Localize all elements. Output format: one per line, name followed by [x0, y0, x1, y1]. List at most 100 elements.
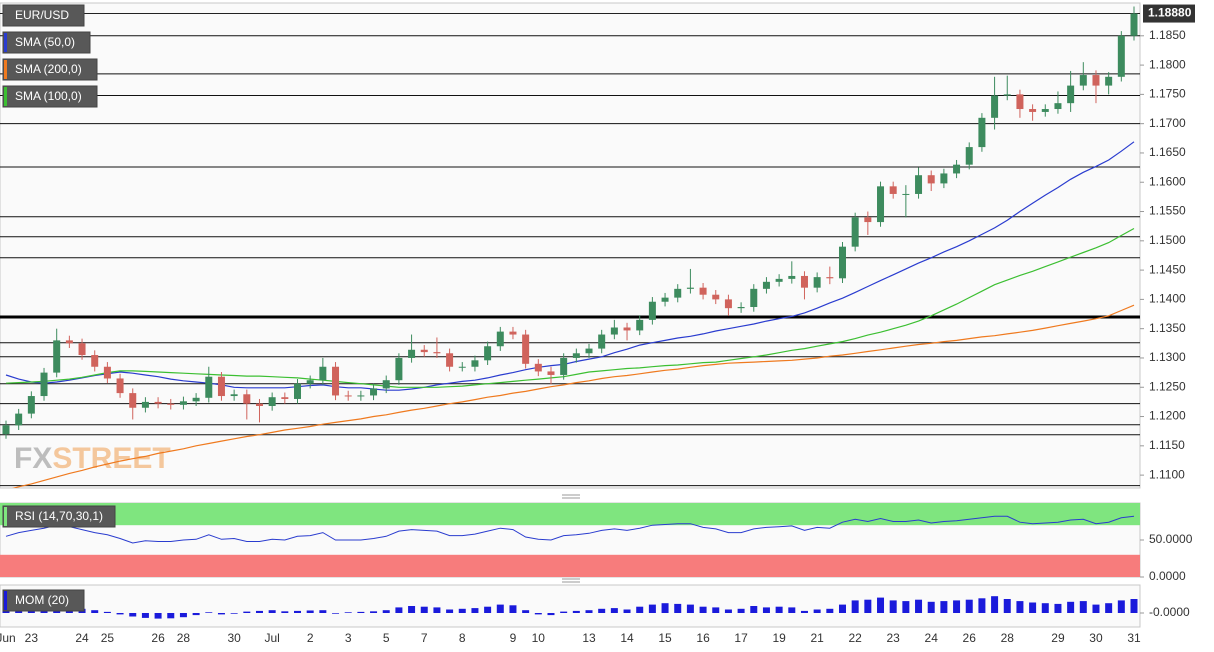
y-tick-label: 1.1250 — [1149, 379, 1186, 393]
candle-body — [636, 319, 644, 331]
candle-body — [775, 278, 783, 282]
candle-body — [281, 397, 289, 399]
candle-body — [205, 376, 213, 398]
candle-body — [306, 380, 314, 384]
legend-label-swatch — [4, 33, 7, 52]
candle-body — [53, 340, 61, 373]
candle-body — [788, 275, 796, 279]
candle-body — [902, 193, 910, 195]
indicator-bar — [370, 611, 378, 613]
legend-label-box — [2, 58, 98, 81]
x-tick-label: 24 — [925, 631, 939, 645]
last-price-label: 1.18880 — [1148, 6, 1192, 20]
watermark: FXSTREET — [14, 442, 171, 475]
indicator-bar — [953, 600, 961, 613]
indicator-bar — [141, 613, 149, 618]
candle-body — [370, 388, 378, 396]
indicator-bar — [319, 610, 327, 613]
x-tick-label: 23 — [887, 631, 901, 645]
indicator-bar — [940, 601, 948, 613]
indicator-bar — [1029, 602, 1037, 613]
indicator-bar — [877, 597, 885, 613]
x-tick-label: 5 — [383, 631, 390, 645]
x-tick-label: 23 — [25, 631, 39, 645]
legend-label-swatch — [4, 60, 7, 79]
moving-average-line — [5, 141, 1135, 391]
indicator-bar — [306, 610, 314, 613]
indicator-bar — [496, 604, 504, 613]
indicator-bar — [268, 610, 276, 613]
indicator-bar — [965, 599, 973, 613]
indicator-bar — [851, 600, 859, 613]
indicator-bar — [167, 613, 175, 619]
candle-body — [255, 403, 263, 406]
x-tick-label: 30 — [227, 631, 241, 645]
indicator-bar — [281, 611, 289, 613]
indicator-bar — [91, 610, 99, 613]
candle-body — [103, 366, 111, 379]
resize-handle[interactable] — [562, 494, 580, 499]
candle-body — [965, 147, 973, 165]
candle-body — [838, 246, 846, 279]
indicator-bar — [446, 609, 454, 613]
y-tick-label: 1.1500 — [1149, 233, 1186, 247]
indicator-bar — [230, 613, 238, 614]
indicator-label-box — [2, 589, 85, 612]
candle-body — [230, 394, 238, 397]
indicator-bar — [534, 613, 542, 615]
indicator-bar — [636, 606, 644, 613]
indicator-bar — [1130, 599, 1138, 613]
indicator-bar — [1105, 603, 1113, 613]
candle-body — [15, 413, 23, 426]
y-tick-label: 1.1750 — [1149, 87, 1186, 101]
candle-body — [484, 346, 492, 361]
indicator-bar — [1067, 601, 1075, 613]
candle-body — [1067, 85, 1075, 104]
candle-body — [864, 217, 872, 223]
candle-body — [889, 186, 897, 194]
indicator-bar — [560, 611, 568, 613]
indicator-bar — [800, 610, 808, 613]
overbought-band — [0, 503, 1140, 526]
candle-body — [953, 164, 961, 174]
candle-body — [800, 275, 808, 288]
x-tick-label: 31 — [1127, 631, 1141, 645]
y-tick-label: 50.0000 — [1149, 532, 1193, 546]
candle-body — [458, 366, 466, 368]
y-tick-label: 1.1850 — [1149, 28, 1186, 42]
y-tick-label: 1.1550 — [1149, 204, 1186, 218]
candle-body — [116, 378, 124, 394]
indicator-bar — [294, 610, 302, 613]
indicator-bar — [103, 611, 111, 613]
watermark-suffix: STREET — [52, 442, 170, 475]
x-tick-label: 24 — [75, 631, 89, 645]
indicator-bar — [179, 613, 187, 618]
x-tick-label: 21 — [810, 631, 824, 645]
indicator-bar — [205, 612, 213, 613]
candle-body — [420, 349, 428, 353]
indicator-bar — [433, 607, 441, 613]
indicator-bar — [902, 601, 910, 613]
candle-body — [940, 173, 948, 184]
candle-body — [471, 360, 479, 367]
candle-body — [192, 397, 200, 402]
rsi-layer — [0, 503, 1140, 577]
y-tick-label: 1.1800 — [1149, 57, 1186, 71]
x-tick-label: 28 — [177, 631, 191, 645]
price-layer: FXSTREET — [0, 6, 1140, 488]
indicator-bar — [762, 607, 770, 613]
candle-body — [27, 396, 35, 414]
y-tick-label: 1.1350 — [1149, 321, 1186, 335]
x-tick-label: 29 — [1051, 631, 1065, 645]
candle-body — [991, 95, 999, 118]
x-tick-label: 2 — [307, 631, 314, 645]
indicator-bar — [408, 606, 416, 613]
candle-body — [167, 403, 175, 405]
candle-body — [1041, 109, 1049, 112]
candle-body — [572, 353, 580, 358]
candle-body — [534, 363, 542, 372]
x-tick-label: 8 — [459, 631, 466, 645]
resize-handle[interactable] — [562, 578, 580, 583]
x-tick-label: Jun — [0, 631, 16, 645]
indicator-bar — [750, 606, 758, 613]
